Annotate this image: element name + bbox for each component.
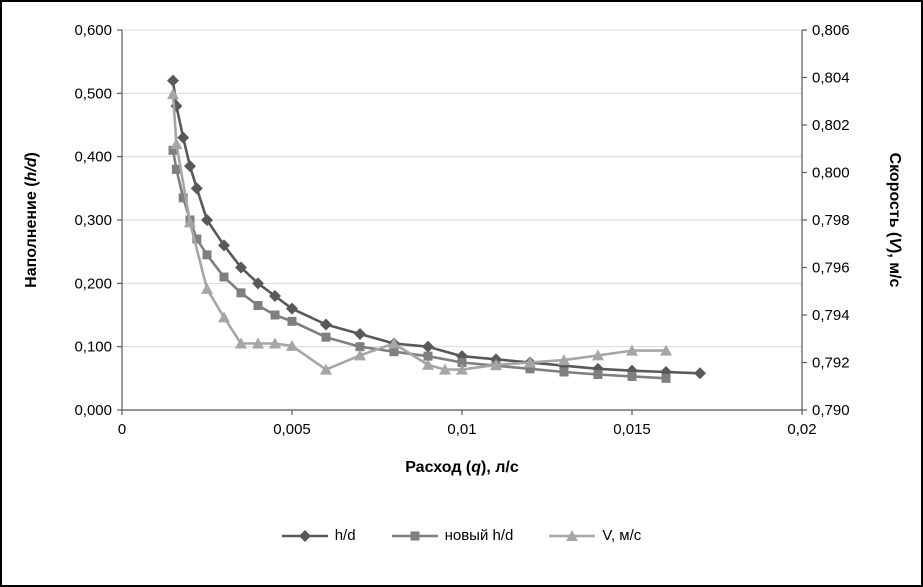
svg-text:Скорость (V), м/с: Скорость (V), м/с (886, 153, 903, 288)
svg-text:0,796: 0,796 (812, 260, 850, 277)
svg-text:0,806: 0,806 (812, 22, 850, 39)
svg-text:0,400: 0,400 (74, 149, 112, 166)
legend-marker-square-icon (391, 531, 438, 540)
legend-item-hd: h/d (281, 527, 356, 544)
svg-text:0,000: 0,000 (74, 402, 112, 419)
svg-text:0,790: 0,790 (812, 402, 850, 419)
svg-text:0,804: 0,804 (812, 70, 850, 87)
svg-text:0,500: 0,500 (74, 85, 112, 102)
svg-text:0,794: 0,794 (812, 307, 850, 324)
legend-item-new-hd: новый h/d (391, 527, 514, 544)
legend-label-hd: h/d (334, 527, 356, 544)
legend: h/d новый h/d V, м/с (2, 527, 921, 544)
svg-text:0,01: 0,01 (447, 421, 476, 438)
svg-text:Расход (q), л/с: Расход (q), л/с (405, 459, 519, 476)
svg-text:0,792: 0,792 (812, 355, 850, 372)
svg-text:0,798: 0,798 (812, 212, 850, 229)
legend-label-new-hd: новый h/d (444, 527, 514, 544)
chart: 0,000 0,100 0,200 0,300 0,400 0,500 0,600 0,790… (23, 22, 903, 476)
svg-text:0,015: 0,015 (613, 421, 651, 438)
svg-text:0,005: 0,005 (273, 421, 311, 438)
svg-text:0,600: 0,600 (74, 22, 112, 39)
svg-text:Наполнение (h/d): Наполнение (h/d) (23, 152, 40, 288)
svg-text:0,200: 0,200 (74, 275, 112, 292)
svg-text:0: 0 (118, 421, 126, 438)
svg-text:0,100: 0,100 (74, 339, 112, 356)
svg-text:0,800: 0,800 (812, 165, 850, 182)
svg-text:0,02: 0,02 (787, 421, 816, 438)
svg-text:0,300: 0,300 (74, 212, 112, 229)
legend-label-v: V, м/с (602, 527, 642, 544)
legend-marker-triangle-icon (549, 529, 596, 541)
legend-marker-diamond-icon (281, 529, 328, 542)
legend-item-v: V, м/с (549, 527, 641, 544)
svg-text:0,802: 0,802 (812, 117, 850, 134)
